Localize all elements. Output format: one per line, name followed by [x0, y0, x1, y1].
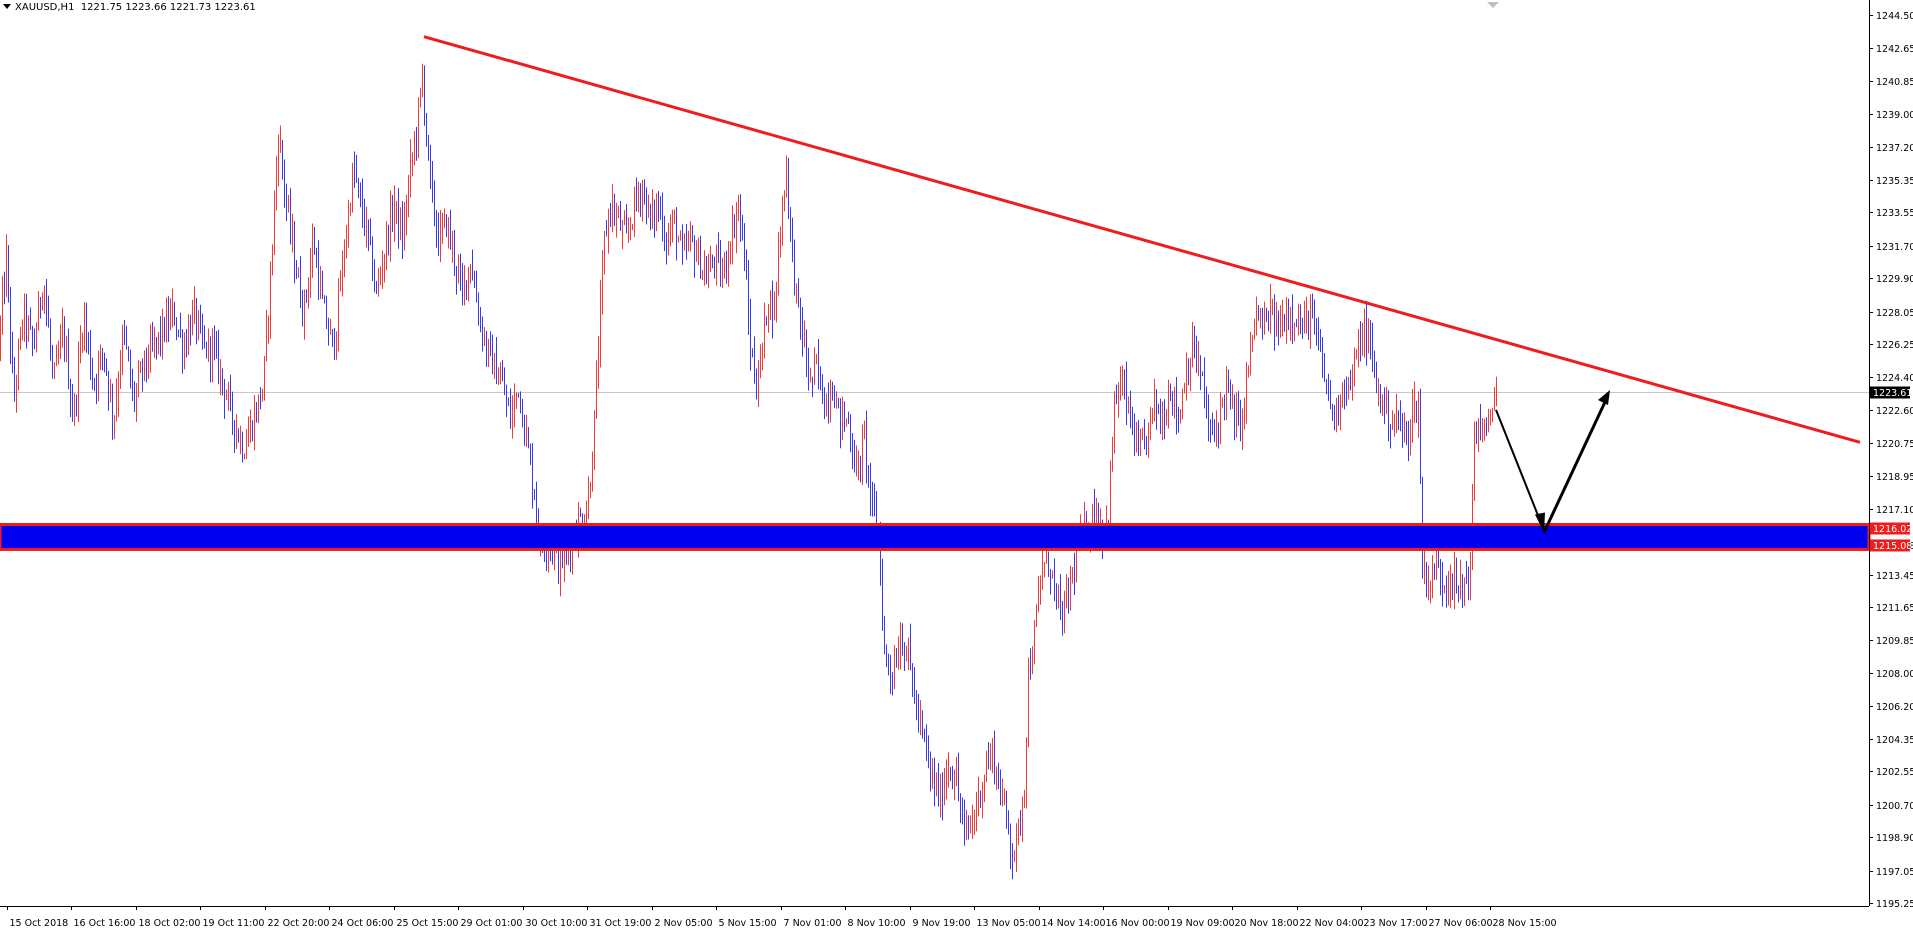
time-axis: 15 Oct 2018 16 Oct 16:00 18 Oct 02:00 19 Oc… [0, 906, 1869, 929]
price-tick-label: 1237.20 [1876, 143, 1913, 154]
price-tick-label: 1224.40 [1876, 373, 1913, 384]
scroll-marker-icon [1487, 2, 1499, 8]
time-tick-label: 5 Nov 15:00 [719, 918, 777, 929]
time-tick-label: 8 Nov 10:00 [848, 918, 906, 929]
price-tick-label: 1231.70 [1876, 242, 1913, 253]
price-tick-label: 1211.65 [1876, 603, 1913, 614]
price-tick-label: 1213.45 [1876, 571, 1913, 582]
price-tick-label: 1240.85 [1876, 77, 1913, 88]
zone-high-tag: 1216.02 [1873, 524, 1912, 535]
time-tick-label: 15 Oct 2018 [10, 918, 69, 929]
time-tick-label: 19 Nov 09:00 [1171, 918, 1235, 929]
zone-low-tag-bg [1870, 539, 1910, 552]
time-tick-label: 2 Nov 05:00 [655, 918, 713, 929]
time-tick-label: 16 Nov 00:00 [1106, 918, 1170, 929]
price-tick-label: 1235.35 [1876, 176, 1913, 187]
price-tick-label: 1202.55 [1876, 767, 1913, 778]
time-tick-label: 18 Oct 02:00 [139, 918, 201, 929]
time-tick-label: 9 Nov 19:00 [913, 918, 971, 929]
time-tick-label: 25 Oct 15:00 [397, 918, 459, 929]
ohlc-values: 1221.75 1223.66 1221.73 1223.61 [80, 2, 256, 13]
time-tick-label: 23 Nov 17:00 [1364, 918, 1428, 929]
zone-low-tag: 1215.08 [1873, 541, 1912, 552]
time-tick-label: 7 Nov 01:00 [784, 918, 842, 929]
price-tick-label: 1197.05 [1876, 867, 1913, 878]
current-price-tag: 1223.61 [1873, 388, 1912, 399]
time-tick-label: 16 Oct 16:00 [74, 918, 136, 929]
price-tick-label: 1242.65 [1876, 44, 1913, 55]
time-tick-label: 24 Oct 06:00 [332, 918, 394, 929]
price-tick-label: 1244.50 [1876, 11, 1913, 22]
price-tick-label: 1222.60 [1876, 406, 1913, 417]
overlays-layer [0, 2, 1871, 551]
time-tick-label: 13 Nov 05:00 [977, 918, 1041, 929]
price-tick-label: 1204.35 [1876, 735, 1913, 746]
time-tick-label: 27 Nov 06:00 [1429, 918, 1493, 929]
time-tick-label: 19 Oct 11:00 [203, 918, 265, 929]
price-axis: 1244.50 1242.65 1240.85 1239.00 1237.20 1235.… [1869, 0, 1913, 910]
projection-arrowhead-down [1535, 512, 1545, 533]
time-tick-label: 14 Nov 14:00 [1042, 918, 1106, 929]
time-tick-label: 29 Oct 01:00 [461, 918, 523, 929]
price-tick-label: 1208.00 [1876, 669, 1913, 680]
collapse-triangle-icon[interactable] [3, 4, 11, 9]
price-tick-label: 1226.25 [1876, 340, 1913, 351]
time-tick-label: 22 Nov 04:00 [1300, 918, 1364, 929]
projection-arrowhead-up [1598, 390, 1610, 406]
price-tick-label: 1233.55 [1876, 208, 1913, 219]
price-tick-label: 1217.10 [1876, 505, 1913, 516]
chart-header: XAUUSD,H1 1221.75 1223.66 1221.73 1223.6… [3, 2, 256, 13]
price-tick-label: 1198.90 [1876, 833, 1913, 844]
support-zone [0, 523, 1871, 551]
price-tick-label: 1195.25 [1876, 899, 1913, 910]
current-price-tag-bg [1870, 386, 1910, 399]
price-tick-label: 1200.70 [1876, 801, 1913, 812]
price-tick-label: 1229.90 [1876, 274, 1913, 285]
time-tick-label: 30 Oct 10:00 [526, 918, 588, 929]
price-tick-label: 1209.85 [1876, 636, 1913, 647]
candles-layer [0, 63, 1497, 880]
projection-arrow-up [1542, 401, 1607, 534]
time-tick-label: 20 Nov 18:00 [1235, 918, 1299, 929]
projection-arrow-down [1495, 409, 1541, 521]
time-tick-label: 22 Oct 20:00 [268, 918, 330, 929]
price-tick-label: 1218.95 [1876, 472, 1913, 483]
price-tick-label: 1220.75 [1876, 439, 1913, 450]
zone-high-tag-bg [1870, 522, 1910, 535]
price-tags: 1223.61 1216.02 1215.08 [1870, 386, 1912, 552]
resistance-trendline [423, 35, 1861, 444]
time-tick-label: 28 Nov 15:00 [1493, 918, 1557, 929]
price-tick-label: 1206.20 [1876, 702, 1913, 713]
price-tick-label: 1239.00 [1876, 110, 1913, 121]
symbol-label: XAUUSD,H1 [15, 2, 75, 13]
price-tick-label: 1228.05 [1876, 308, 1913, 319]
time-tick-label: 31 Oct 19:00 [590, 918, 652, 929]
